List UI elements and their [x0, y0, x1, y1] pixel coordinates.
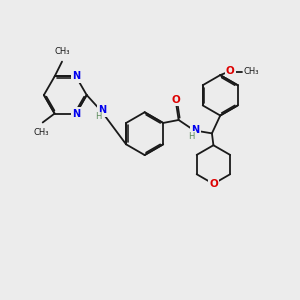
Text: CH₃: CH₃	[34, 128, 49, 137]
Text: N: N	[98, 105, 106, 115]
Text: H: H	[95, 112, 101, 121]
Text: N: N	[191, 125, 199, 135]
Text: CH₃: CH₃	[243, 67, 259, 76]
Text: O: O	[172, 95, 181, 105]
Text: O: O	[209, 179, 218, 189]
Text: O: O	[226, 66, 235, 76]
Text: H: H	[188, 132, 194, 141]
Text: CH₃: CH₃	[54, 47, 70, 56]
Text: N: N	[72, 109, 80, 118]
Text: N: N	[72, 71, 80, 82]
